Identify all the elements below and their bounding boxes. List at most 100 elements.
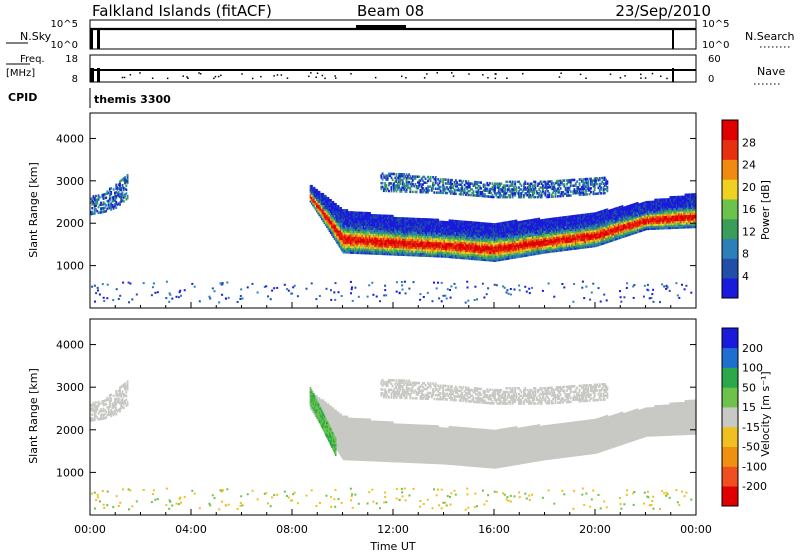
power-cell — [316, 209, 318, 213]
power-cell — [386, 226, 389, 229]
power-cell — [312, 188, 315, 192]
power-cell — [357, 242, 360, 245]
power-cell — [361, 219, 364, 222]
power-cell — [386, 250, 389, 254]
power-cell — [353, 222, 356, 226]
power-cell — [343, 211, 346, 214]
power-cell — [351, 211, 354, 214]
power-cell — [367, 252, 370, 255]
beam-title: Beam 08 — [357, 2, 424, 20]
power-cell — [352, 249, 355, 252]
power-cell — [334, 224, 337, 227]
power-cell — [367, 236, 370, 240]
power-cell — [380, 216, 383, 219]
power-cell — [342, 224, 345, 227]
nave-dot — [316, 72, 319, 74]
power-cell — [366, 213, 369, 217]
power-cell — [358, 217, 361, 220]
power-cell — [369, 248, 371, 251]
power-cell — [389, 245, 392, 248]
power-cell — [364, 240, 366, 243]
power-cell — [377, 216, 380, 219]
nave-dot — [401, 75, 403, 78]
power-cell — [337, 226, 340, 229]
power-cell — [347, 218, 350, 222]
power-cell — [376, 214, 379, 217]
power-cell — [328, 202, 331, 206]
power-cell — [350, 222, 352, 226]
power-cell — [343, 232, 346, 235]
power-cell — [331, 233, 333, 236]
power-cell — [319, 198, 322, 202]
nsearch-tick-bottom: 10^0 — [702, 40, 729, 51]
power-cell — [323, 219, 326, 223]
power-cell — [384, 245, 387, 248]
power-cell — [360, 226, 363, 230]
power-cell — [327, 206, 330, 209]
power-cell — [376, 239, 379, 242]
power-cell — [341, 222, 344, 225]
power-cell — [326, 221, 328, 225]
power-cell — [385, 241, 388, 244]
power-cell — [340, 212, 342, 216]
power-cell — [377, 214, 380, 217]
power-cell — [331, 206, 333, 210]
power-cell — [345, 228, 347, 231]
power-cell — [337, 214, 340, 217]
power-cell — [351, 232, 354, 235]
power-cell — [361, 232, 364, 236]
power-cell — [352, 238, 355, 241]
power-cell — [346, 251, 349, 254]
power-cell — [384, 235, 387, 239]
power-cell — [372, 235, 375, 238]
power-cell — [371, 233, 374, 236]
power-cell — [352, 230, 355, 233]
power-cell — [331, 223, 333, 227]
power-cell — [360, 236, 363, 239]
power-cell — [382, 248, 385, 252]
nave-dot — [214, 75, 217, 78]
power-cell — [346, 237, 349, 241]
power-cell — [356, 215, 359, 218]
power-cell — [316, 204, 318, 207]
power-cell — [328, 221, 331, 225]
power-cell — [343, 235, 346, 239]
power-cell — [360, 225, 363, 228]
power-cell — [348, 230, 351, 233]
nsearch-label: N.Search — [745, 30, 795, 43]
power-cell — [319, 208, 322, 211]
power-cell — [329, 225, 332, 229]
nave-dot — [321, 74, 324, 77]
power-cell — [351, 251, 354, 254]
power-cell — [355, 219, 357, 222]
power-cell — [322, 206, 325, 209]
power-cell — [375, 231, 378, 234]
power-cell — [374, 221, 376, 225]
power-cell — [346, 243, 349, 246]
power-cell — [376, 218, 379, 221]
power-cell — [360, 223, 363, 226]
power-cell — [380, 241, 383, 244]
power-cell — [310, 192, 313, 195]
power-cell — [375, 227, 378, 231]
power-cell — [371, 216, 374, 219]
power-cell — [345, 209, 347, 212]
power-cell — [358, 242, 361, 245]
power-cell — [337, 222, 340, 225]
power-cell — [374, 242, 376, 246]
power-cell — [337, 243, 340, 246]
power-cell — [316, 200, 318, 203]
power-cell — [332, 206, 335, 210]
power-cell — [381, 227, 384, 231]
power-cell — [355, 221, 357, 224]
power-cell — [323, 217, 326, 221]
power-cell — [374, 248, 376, 251]
power-cell — [341, 237, 344, 241]
power-cell — [322, 210, 325, 213]
power-cell — [370, 221, 373, 225]
power-cell — [342, 247, 345, 250]
power-cell — [362, 244, 365, 247]
power-cell — [372, 237, 375, 240]
power-cell — [371, 235, 374, 238]
power-cell — [370, 229, 373, 232]
